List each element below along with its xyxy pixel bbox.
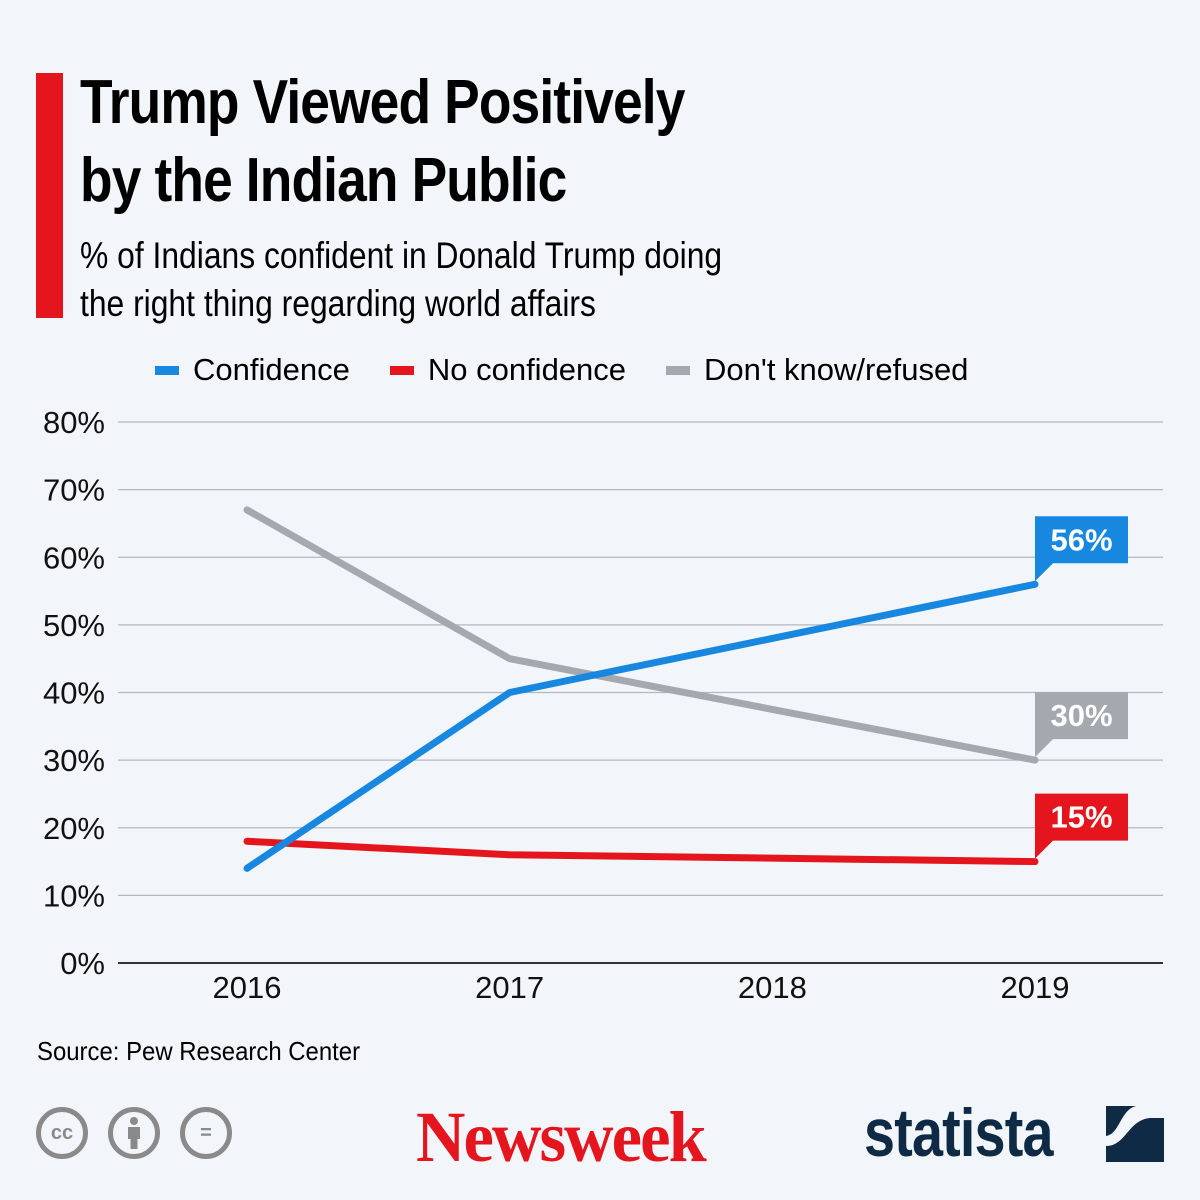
legend-item[interactable]: No confidence [389,352,627,388]
person-glyph [128,1117,140,1149]
chart-subtitle: % of Indians confident in Donald Trump d… [80,232,722,328]
data-label-box [1035,793,1128,859]
subtitle-line-1: % of Indians confident in Donald Trump d… [80,235,723,276]
legend-swatch [389,365,414,375]
y-tick-label: 30% [43,743,105,778]
y-tick-label: 60% [43,540,105,575]
title-accent-bar [36,73,63,318]
y-tick-label: 0% [60,946,105,981]
title-line-2: by the Indian Public [80,146,567,215]
legend: Confidence No confidence Don't know/refuse… [155,352,1008,388]
data-label-box [1035,692,1128,758]
legend-swatch [155,365,179,375]
y-tick-label: 70% [43,473,105,508]
data-label: 30% [1050,698,1112,733]
statista-mark-icon [1106,1106,1164,1162]
series-line-no-confidence [243,837,1039,866]
legend-item[interactable]: Confidence [155,352,350,388]
legend-label: No confidence [427,352,627,387]
data-label: 56% [1050,522,1112,557]
y-tick-label: 40% [43,676,105,711]
data-label: 15% [1050,800,1112,835]
x-tick-label: 2016 [213,970,282,1005]
statista-logo[interactable]: statista [864,1095,1054,1171]
no-derivatives-icon[interactable]: = [180,1107,232,1159]
chart-title: Trump Viewed Positively by the Indian Pu… [80,64,685,220]
series-line-confidence [243,580,1039,872]
legend-item[interactable]: Don't know/refused [666,352,968,388]
subtitle-line-2: the right thing regarding world affairs [80,283,596,324]
y-tick-label: 10% [43,878,105,913]
cc-icon-label: cc [50,1121,74,1144]
license-icons: cc = [36,1107,252,1159]
series-line-don-t-know-refused [243,506,1039,764]
y-tick-label: 50% [43,608,105,643]
source-note: Source: Pew Research Center [37,1036,361,1066]
cc-icon[interactable]: cc [36,1107,88,1159]
legend-label: Don't know/refused [704,352,969,387]
attribution-icon[interactable] [108,1107,160,1159]
x-tick-label: 2019 [1001,970,1070,1005]
legend-label: Confidence [193,352,350,387]
y-tick-label: 80% [43,405,105,440]
newsweek-logo[interactable]: Newsweek [416,1097,707,1177]
nd-icon-label: = [200,1121,212,1144]
legend-swatch [666,365,691,375]
y-tick-label: 20% [43,811,105,846]
title-line-1: Trump Viewed Positively [80,68,685,137]
x-tick-label: 2018 [738,970,807,1005]
x-tick-label: 2017 [475,970,544,1005]
data-label-box [1035,516,1128,582]
